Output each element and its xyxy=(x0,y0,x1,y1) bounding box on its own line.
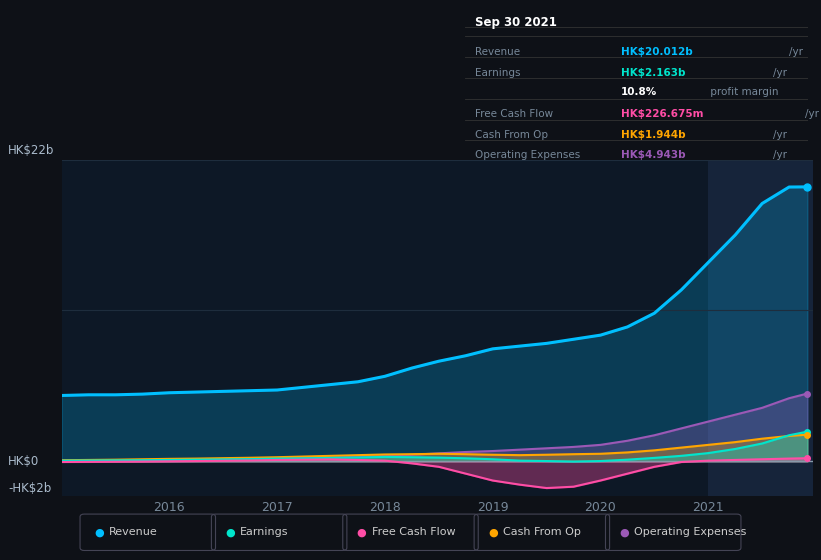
Text: ●: ● xyxy=(226,528,235,537)
Text: Operating Expenses: Operating Expenses xyxy=(475,151,580,160)
Text: Earnings: Earnings xyxy=(240,528,289,537)
Text: -HK$2b: -HK$2b xyxy=(8,482,52,495)
Text: Earnings: Earnings xyxy=(475,68,521,78)
Text: /yr: /yr xyxy=(773,68,787,78)
Bar xyxy=(709,160,821,496)
Text: HK$1.944b: HK$1.944b xyxy=(621,130,686,140)
Text: HK$2.163b: HK$2.163b xyxy=(621,68,686,78)
Text: Cash From Op: Cash From Op xyxy=(503,528,580,537)
Text: Free Cash Flow: Free Cash Flow xyxy=(372,528,455,537)
Text: ●: ● xyxy=(488,528,498,537)
Text: HK$20.012b: HK$20.012b xyxy=(621,47,693,57)
Text: Revenue: Revenue xyxy=(475,47,521,57)
Text: /yr: /yr xyxy=(805,109,819,119)
Text: /yr: /yr xyxy=(773,130,787,140)
Text: Operating Expenses: Operating Expenses xyxy=(635,528,746,537)
Text: Cash From Op: Cash From Op xyxy=(475,130,548,140)
Text: Revenue: Revenue xyxy=(108,528,158,537)
Text: HK$22b: HK$22b xyxy=(8,144,54,157)
Text: ●: ● xyxy=(620,528,629,537)
Text: /yr: /yr xyxy=(773,151,787,160)
Text: Free Cash Flow: Free Cash Flow xyxy=(475,109,553,119)
Text: Sep 30 2021: Sep 30 2021 xyxy=(475,16,557,29)
Text: ●: ● xyxy=(357,528,366,537)
Text: HK$4.943b: HK$4.943b xyxy=(621,151,686,160)
Text: 10.8%: 10.8% xyxy=(621,87,657,97)
Text: profit margin: profit margin xyxy=(707,87,778,97)
Text: HK$226.675m: HK$226.675m xyxy=(621,109,704,119)
Text: /yr: /yr xyxy=(789,47,803,57)
Text: HK$0: HK$0 xyxy=(8,455,39,468)
Text: ●: ● xyxy=(94,528,103,537)
